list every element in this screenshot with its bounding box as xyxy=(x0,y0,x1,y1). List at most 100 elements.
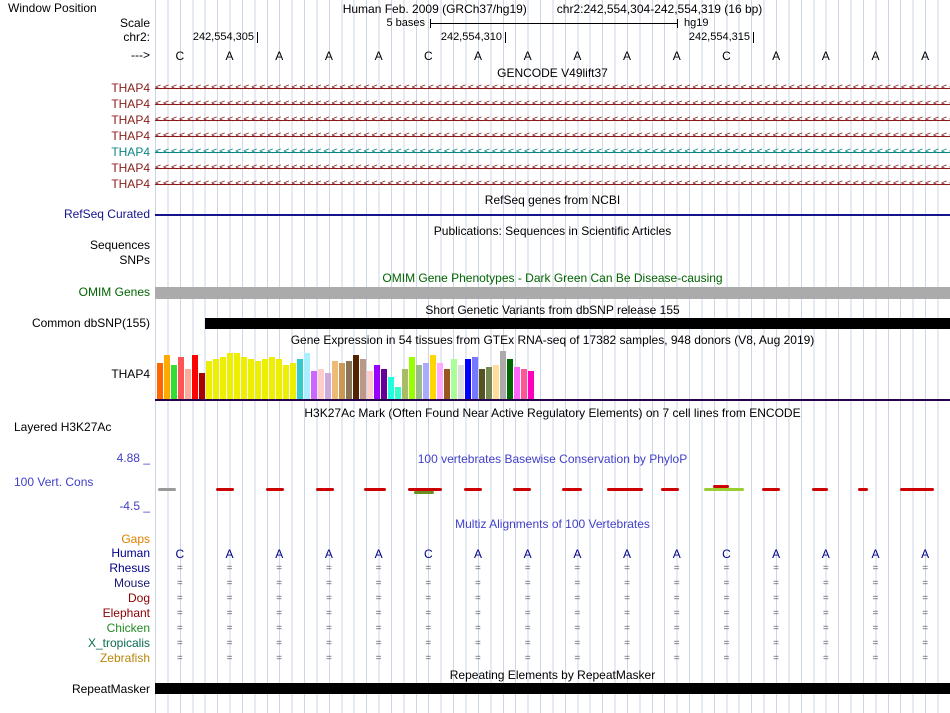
gtex-bar[interactable] xyxy=(500,351,506,399)
sequences-label[interactable]: Sequences xyxy=(89,238,150,252)
gtex-bar[interactable] xyxy=(479,369,485,399)
gencode-transcript-row[interactable]: <<<<<<<<<<<<<<<<<<<<<<<<<<<<<<<<<<<<<<<<… xyxy=(155,128,950,144)
refseq-curated-track-line[interactable] xyxy=(155,214,950,216)
common-dbsnp-label[interactable]: Common dbSNP(155) xyxy=(31,316,150,330)
repeatmasker-bar[interactable] xyxy=(155,683,950,694)
gtex-bar[interactable] xyxy=(514,367,520,399)
gencode-transcript-label[interactable]: THAP4 xyxy=(111,81,150,95)
gtex-bar[interactable] xyxy=(164,355,170,399)
gtex-bar[interactable] xyxy=(185,369,191,399)
alignment-mark: = xyxy=(773,578,780,589)
gtex-bar[interactable] xyxy=(388,377,394,399)
gencode-transcript-label[interactable]: THAP4 xyxy=(111,113,150,127)
layered-h3k27ac-label[interactable]: Layered H3K27Ac xyxy=(14,420,112,434)
gtex-bar[interactable] xyxy=(171,365,177,399)
gtex-bar[interactable] xyxy=(325,373,331,399)
gtex-bar[interactable] xyxy=(360,359,366,399)
gtex-bar[interactable] xyxy=(444,369,450,399)
gtex-bar[interactable] xyxy=(318,369,324,399)
gtex-bar[interactable] xyxy=(192,355,198,399)
gtex-bar[interactable] xyxy=(234,353,240,399)
gtex-bar[interactable] xyxy=(304,353,310,399)
alignment-mark: = xyxy=(276,578,283,589)
gtex-bar[interactable] xyxy=(220,357,226,399)
gtex-bar[interactable] xyxy=(437,363,443,399)
gtex-bar[interactable] xyxy=(332,361,338,399)
gtex-bar[interactable] xyxy=(493,365,499,399)
gencode-transcript-label[interactable]: THAP4 xyxy=(111,129,150,143)
gtex-bar[interactable] xyxy=(241,357,247,399)
gtex-bar[interactable] xyxy=(353,355,359,399)
gtex-gene-label[interactable]: THAP4 xyxy=(111,367,150,381)
gtex-bar[interactable] xyxy=(367,371,373,399)
gtex-bar[interactable] xyxy=(451,359,457,399)
alignment-mark: = xyxy=(822,608,829,619)
alignment-mark: = xyxy=(226,563,233,574)
gtex-bar[interactable] xyxy=(521,369,527,399)
gencode-transcript-row[interactable]: <<<<<<<<<<<<<<<<<<<<<<<<<<<<<<<<<<<<<<<<… xyxy=(155,144,950,160)
gtex-bar[interactable] xyxy=(206,361,212,399)
gencode-transcript-row[interactable]: <<<<<<<<<<<<<<<<<<<<<<<<<<<<<<<<<<<<<<<<… xyxy=(155,160,950,176)
base-letter: C xyxy=(722,49,731,63)
gtex-bar[interactable] xyxy=(458,365,464,399)
gtex-bar[interactable] xyxy=(528,371,534,399)
vert-cons-label[interactable]: 100 Vert. Cons xyxy=(14,475,94,489)
gencode-transcript-label[interactable]: THAP4 xyxy=(111,145,150,159)
gtex-bar[interactable] xyxy=(255,361,261,399)
repeatmasker-label[interactable]: RepeatMasker xyxy=(71,682,150,696)
gtex-bar[interactable] xyxy=(346,361,352,399)
gencode-transcript-row[interactable]: <<<<<<<<<<<<<<<<<<<<<<<<<<<<<<<<<<<<<<<<… xyxy=(155,112,950,128)
gtex-bar[interactable] xyxy=(402,369,408,399)
alignment-mark: = xyxy=(425,578,432,589)
dbsnp-variant-bar[interactable] xyxy=(205,318,950,329)
gencode-transcript-row[interactable]: <<<<<<<<<<<<<<<<<<<<<<<<<<<<<<<<<<<<<<<<… xyxy=(155,80,950,96)
gencode-transcript-label[interactable]: THAP4 xyxy=(111,97,150,111)
alignment-mark: = xyxy=(624,653,630,664)
alignment-mark: = xyxy=(822,623,829,634)
alignment-mark: = xyxy=(425,623,432,634)
scale-label: Scale xyxy=(119,16,150,30)
gtex-bar[interactable] xyxy=(374,365,380,399)
gtex-bar[interactable] xyxy=(248,359,254,399)
gtex-bar[interactable] xyxy=(157,363,163,399)
gtex-bar[interactable] xyxy=(409,357,415,399)
gtex-bar[interactable] xyxy=(213,359,219,399)
gtex-bar[interactable] xyxy=(276,359,282,399)
snps-label[interactable]: SNPs xyxy=(119,253,150,267)
gtex-bar[interactable] xyxy=(339,363,345,399)
alignment-mark: = xyxy=(226,608,233,619)
gencode-transcript-row[interactable]: <<<<<<<<<<<<<<<<<<<<<<<<<<<<<<<<<<<<<<<<… xyxy=(155,176,950,192)
gtex-bar[interactable] xyxy=(430,355,436,399)
gtex-bar[interactable] xyxy=(283,365,289,399)
phylop-mark xyxy=(414,491,434,494)
refseq-curated-label[interactable]: RefSeq Curated xyxy=(63,207,150,221)
alignment-mark: = xyxy=(872,623,879,634)
alignment-mark: = xyxy=(773,563,780,574)
gtex-bar[interactable] xyxy=(227,353,233,399)
alignment-mark: = xyxy=(773,593,780,604)
gencode-transcript-row[interactable]: <<<<<<<<<<<<<<<<<<<<<<<<<<<<<<<<<<<<<<<<… xyxy=(155,96,950,112)
gtex-bar[interactable] xyxy=(297,359,303,399)
position-title: chr2:242,554,304-242,554,319 (16 bp) xyxy=(556,2,763,16)
gtex-bar[interactable] xyxy=(423,363,429,399)
alignment-mark: = xyxy=(524,593,531,604)
gtex-bar[interactable] xyxy=(416,365,422,399)
gtex-bar[interactable] xyxy=(486,367,492,399)
gencode-transcript-label[interactable]: THAP4 xyxy=(111,177,150,191)
gencode-transcript-label[interactable]: THAP4 xyxy=(111,161,150,175)
omim-genes-label[interactable]: OMIM Genes xyxy=(78,285,150,299)
gtex-bar[interactable] xyxy=(269,357,275,399)
gtex-bar[interactable] xyxy=(381,369,387,399)
gtex-bar[interactable] xyxy=(178,357,184,399)
gtex-bar[interactable] xyxy=(465,359,471,399)
phylop-mark xyxy=(713,485,729,488)
gtex-bar[interactable] xyxy=(472,357,478,399)
gtex-bar[interactable] xyxy=(311,371,317,399)
gtex-bar[interactable] xyxy=(199,373,205,399)
gtex-bar[interactable] xyxy=(262,359,268,399)
base-letter: A xyxy=(225,49,234,63)
omim-gene-bar[interactable] xyxy=(155,287,950,299)
gtex-bar[interactable] xyxy=(290,363,296,399)
gtex-bar[interactable] xyxy=(507,359,513,399)
gtex-bar[interactable] xyxy=(395,387,401,399)
